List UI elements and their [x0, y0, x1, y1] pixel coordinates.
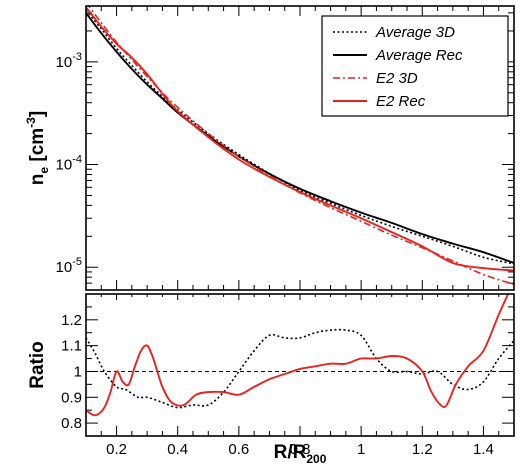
ratio-y-tick-label: 1: [74, 363, 82, 380]
x-tick-label: 0.8: [290, 441, 311, 458]
y-axis-title-base: n: [27, 174, 48, 186]
ratio-panel-ticks: [85, 293, 515, 437]
ratio-panel: 0.80.911.11.2 0.2 0.4 0.6 0.8 1 1.2 1.4 Ratio …: [27, 293, 515, 466]
top-panel-y-tick-labels: 10-5 10-4 10-3: [56, 51, 82, 276]
ratio-y-tick-label: 1.1: [61, 338, 82, 355]
ratio-panel-y-axis-title: Ratio: [27, 341, 48, 389]
density-profile-panel: 10-5 10-4 10-3 Average 3D Average Rec E2 3D E…: [24, 5, 515, 291]
top-panel-y-axis-title: ne [cm-3]: [24, 111, 51, 185]
legend-label: Average 3D: [375, 24, 455, 41]
x-tick-label: 0.4: [167, 441, 188, 458]
ratio-panel-frame: [85, 293, 515, 437]
legend-label: Average Rec: [375, 47, 463, 64]
top-panel-ticks: [85, 6, 515, 291]
x-axis-title-base: R/R: [274, 442, 307, 463]
top-y-tick-label: 10-4: [56, 154, 82, 174]
x-axis-title-subscript: 200: [306, 452, 326, 466]
series-line-e2-rec: [86, 6, 514, 272]
ratio-line-average: [86, 328, 514, 409]
legend-label: E2 3D: [376, 70, 418, 87]
ratio-y-tick-label: 1.2: [61, 312, 82, 329]
ratio-y-tick-label: 0.9: [61, 389, 82, 406]
x-tick-label: 1.2: [412, 441, 433, 458]
x-tick-label: 1.4: [473, 441, 494, 458]
top-panel-series: [86, 6, 514, 286]
top-panel-frame: [85, 5, 515, 291]
series-line-e2-3d: [87, 6, 514, 286]
ratio-panel-y-tick-labels: 0.8 0.9 1 1.1 1.2: [61, 312, 82, 432]
legend-label: E2 Rec: [376, 93, 426, 110]
legend: Average 3D Average Rec E2 3D E2 Rec: [321, 15, 509, 117]
x-tick-label: 1: [357, 441, 365, 458]
ratio-line-e2: [86, 294, 510, 417]
top-y-tick-label: 10-3: [56, 51, 82, 71]
x-axis-title: R/R200: [274, 442, 327, 466]
x-tick-label: 0.6: [228, 441, 249, 458]
x-tick-labels: 0.2 0.4 0.6 0.8 1 1.2 1.4: [106, 441, 494, 458]
y-axis-title-unit-open: [cm: [27, 128, 48, 167]
ratio-y-tick-label: 0.8: [61, 415, 82, 432]
y-axis-title-unit-exponent: -3: [24, 117, 38, 128]
x-tick-label: 0.2: [106, 441, 127, 458]
ratio-panel-series: [86, 294, 514, 417]
series-line-average-3d: [86, 9, 514, 265]
top-y-tick-label: 10-5: [56, 256, 82, 276]
y-axis-title-unit-close: ]: [27, 111, 48, 117]
y-axis-title-subscript: e: [37, 167, 51, 174]
